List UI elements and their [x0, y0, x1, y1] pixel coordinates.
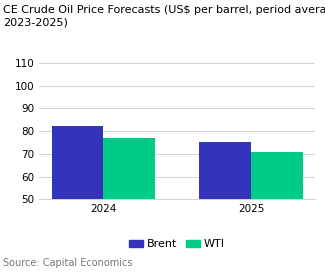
Bar — [199, 143, 251, 273]
Bar — [103, 138, 155, 273]
Legend: Brent, WTI: Brent, WTI — [125, 235, 229, 254]
Bar — [251, 152, 303, 273]
Bar — [52, 126, 103, 273]
Text: CE Crude Oil Price Forecasts (US$ per barrel, period averages,
2023-2025): CE Crude Oil Price Forecasts (US$ per ba… — [3, 5, 325, 27]
Text: Source: Capital Economics: Source: Capital Economics — [3, 257, 133, 268]
